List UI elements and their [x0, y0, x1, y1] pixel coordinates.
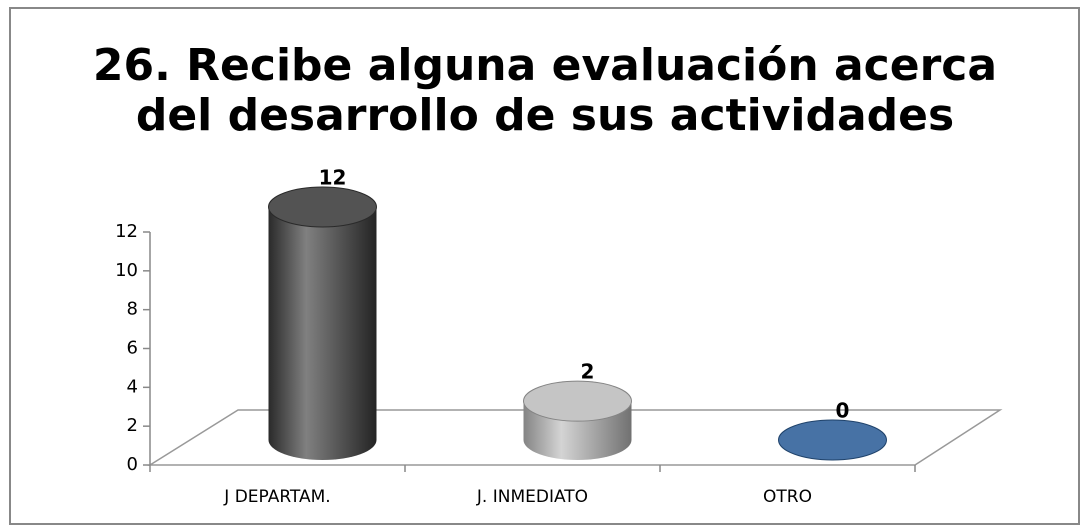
y-tick-label: 0 — [127, 454, 138, 475]
y-tick-label: 2 — [127, 415, 138, 436]
y-tick-label: 12 — [115, 221, 138, 242]
value-label: 0 — [836, 399, 850, 423]
y-tick-label: 6 — [127, 338, 138, 359]
cylinder-top — [523, 380, 632, 422]
chart-title: 26. Recibe alguna evaluación acerca — [93, 40, 997, 91]
x-tick-label: J. INMEDIATO — [476, 487, 588, 507]
y-tick-label: 10 — [115, 260, 138, 281]
chart-title: del desarrollo de sus actividades — [136, 90, 954, 141]
y-tick-label: 8 — [127, 299, 138, 320]
value-label: 12 — [319, 166, 347, 190]
x-tick-label: J DEPARTAM. — [223, 487, 330, 507]
cylinder-top — [268, 186, 377, 228]
cylinder-body — [268, 207, 377, 460]
y-tick-label: 4 — [127, 376, 138, 397]
cylinder-top — [778, 419, 887, 461]
x-tick-label: OTRO — [763, 487, 812, 507]
value-label: 2 — [581, 360, 595, 384]
